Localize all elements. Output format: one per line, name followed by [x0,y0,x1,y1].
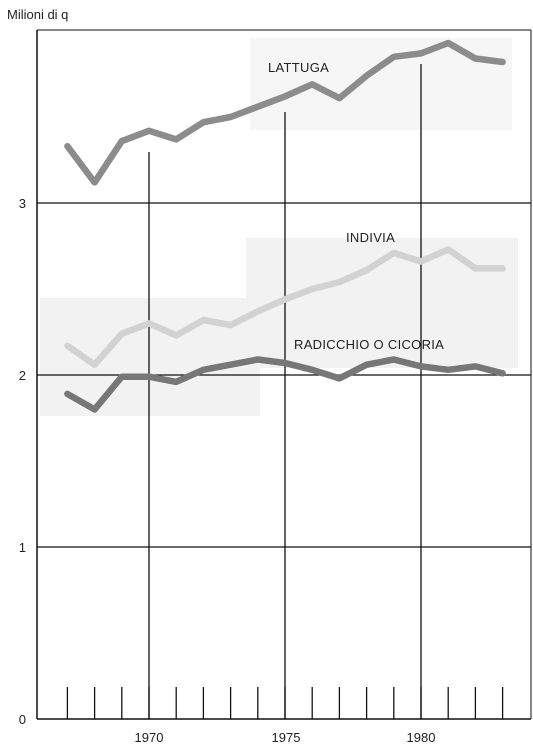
x-tick-marks [66,687,504,719]
series-label-indivia: INDIVIA [346,230,395,245]
y-axis-unit-label: Milioni di q [7,7,68,22]
y-tick-label-2: 2 [19,368,26,383]
x-tick-label-1980: 1980 [407,730,436,745]
series-label-lattuga: LATTUGA [268,60,329,75]
y-tick-label-1: 1 [19,540,26,555]
labels: Milioni di q 3 2 1 0 1970 1975 1980 LATT… [7,7,444,745]
series-label-radicchio: RADICCHIO O CICORIA [294,337,444,352]
x-tick-label-1975: 1975 [272,730,301,745]
y-tick-label-3: 3 [19,196,26,211]
series-lines [64,39,506,413]
y-tick-label-0: 0 [19,712,26,727]
shade-band-top [250,38,512,130]
x-tick-label-1970: 1970 [135,730,164,745]
